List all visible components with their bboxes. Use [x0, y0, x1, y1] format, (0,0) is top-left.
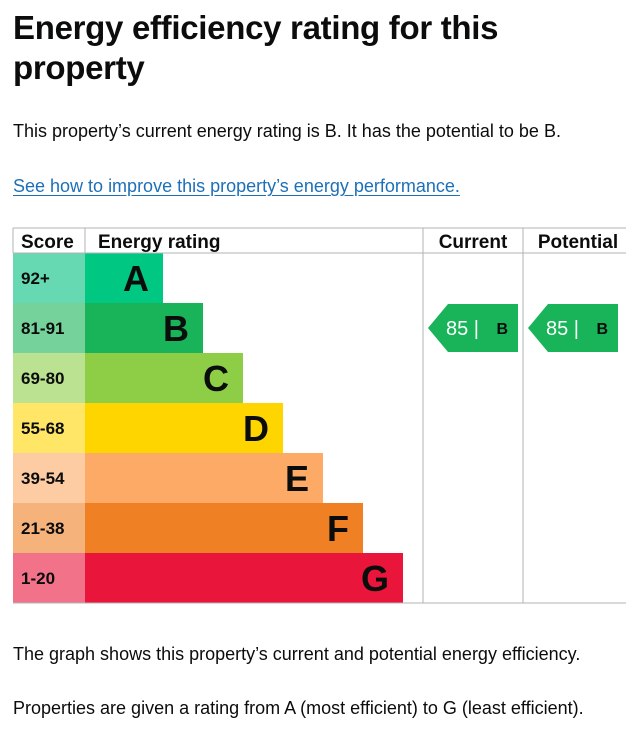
band-letter: G [361, 558, 389, 599]
arrow-shape [528, 304, 618, 352]
arrow-letter: B [496, 321, 508, 338]
score-range: 1-20 [21, 569, 55, 588]
score-range: 69-80 [21, 369, 64, 388]
header-score: Score [21, 232, 74, 253]
graph-explanation: The graph shows this property’s current … [13, 644, 581, 664]
band-bar [85, 253, 163, 303]
score-cell [13, 553, 85, 603]
score-cell [13, 503, 85, 553]
potential-rating-arrow: 85 | B [528, 304, 618, 352]
band-a: 92+ A [13, 253, 163, 303]
band-b: 81-91 B [13, 303, 203, 353]
score-cell [13, 253, 85, 303]
band-g: 1-20 G [13, 553, 403, 603]
score-cell [13, 403, 85, 453]
band-bar [85, 503, 363, 553]
score-cell [13, 303, 85, 353]
band-letter: A [123, 258, 149, 299]
score-range: 39-54 [21, 469, 65, 488]
arrow-value: 85 | [446, 318, 479, 340]
header-potential: Potential [538, 232, 618, 253]
band-bar [85, 553, 403, 603]
rating-arrows: 85 | B 85 | B [428, 304, 618, 352]
improve-performance-link[interactable]: See how to improve this property’s energ… [13, 176, 460, 196]
header-energy-rating: Energy rating [98, 232, 220, 253]
band-bar [85, 303, 203, 353]
band-f: 21-38 F [13, 503, 363, 553]
score-range: 81-91 [21, 319, 64, 338]
score-cell [13, 453, 85, 503]
header-current: Current [439, 232, 508, 253]
band-bar [85, 403, 283, 453]
band-bar [85, 453, 323, 503]
rating-scale-explanation: Properties are given a rating from A (mo… [13, 698, 584, 718]
band-c: 69-80 C [13, 353, 243, 403]
band-d: 55-68 D [13, 403, 283, 453]
rating-bands: 92+ A 81-91 B 69-80 C 55-68 D 39-54 E 21-38 F 1-20 G [13, 253, 403, 603]
band-bar [85, 353, 243, 403]
band-letter: D [243, 408, 269, 449]
chart-grid [12, 227, 626, 604]
arrow-value: 85 | [546, 318, 579, 340]
arrow-shape [428, 304, 518, 352]
band-e: 39-54 E [13, 453, 323, 503]
score-range: 21-38 [21, 519, 64, 538]
band-letter: C [203, 358, 229, 399]
band-letter: B [163, 308, 189, 349]
score-range: 55-68 [21, 419, 64, 438]
score-cell [13, 353, 85, 403]
current-rating-arrow: 85 | B [428, 304, 518, 352]
arrow-letter: B [596, 321, 608, 338]
page-title: Energy efficiency rating for this proper… [13, 9, 499, 86]
rating-summary: This property’s current energy rating is… [13, 121, 561, 141]
band-letter: E [285, 458, 309, 499]
score-range: 92+ [21, 269, 50, 288]
band-letter: F [327, 508, 349, 549]
